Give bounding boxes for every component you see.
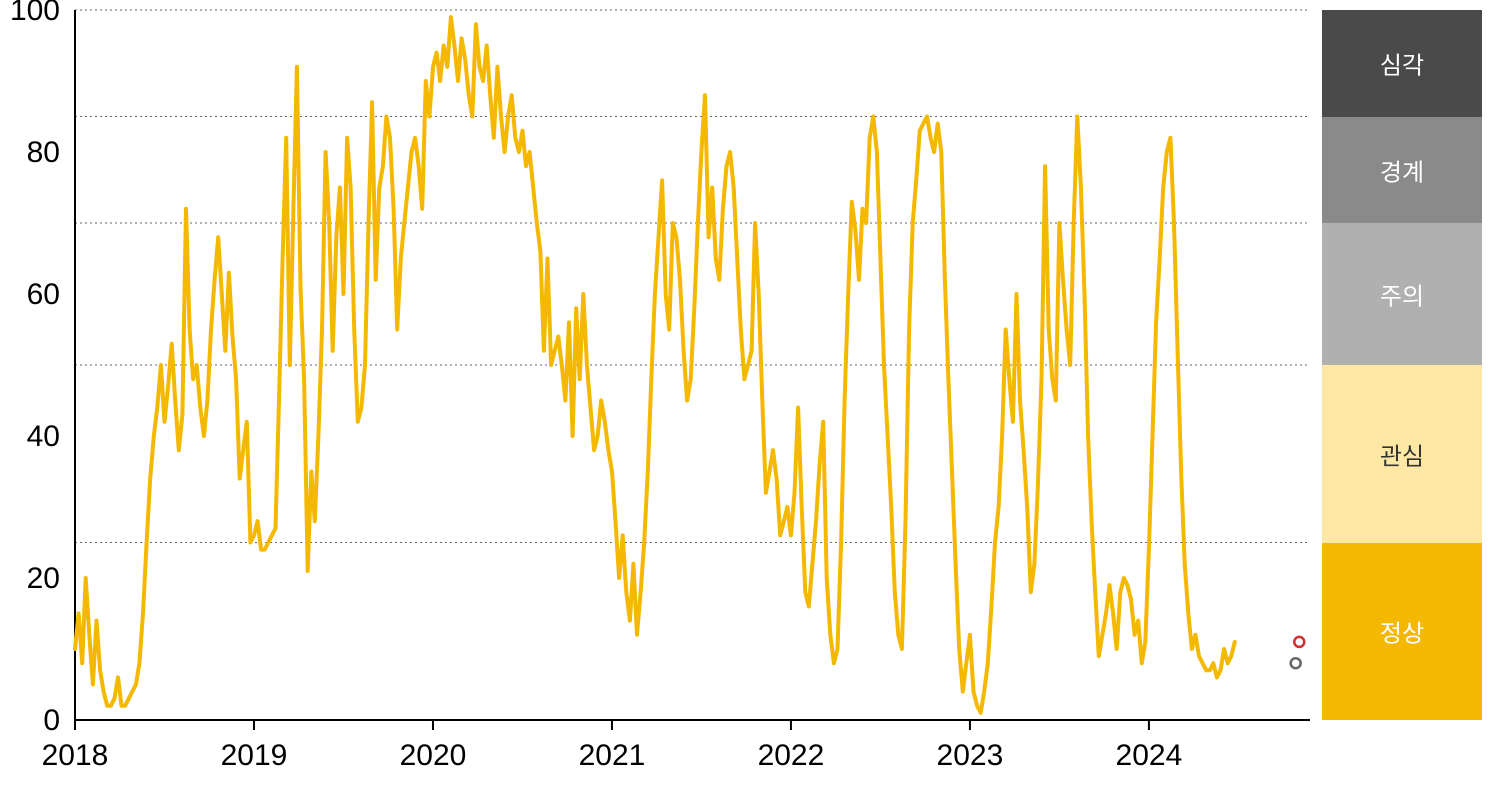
y-tick-label: 80: [27, 136, 60, 169]
legend-band: 정상: [1322, 543, 1482, 721]
y-tick-label: 60: [27, 278, 60, 311]
legend-band: 주의: [1322, 223, 1482, 365]
legend-label: 정상: [1322, 614, 1482, 649]
y-tick-label: 20: [27, 562, 60, 595]
legend-label: 관심: [1322, 436, 1482, 471]
x-tick-label: 2023: [937, 739, 1004, 772]
x-tick-label: 2020: [400, 739, 467, 772]
line-chart: 0 20 40 60 80 100 2018 2019 2020 2021 2022 2023 2024: [0, 0, 1489, 795]
x-tick-label: 2019: [221, 739, 288, 772]
y-tick-label: 100: [10, 0, 60, 27]
y-tick-label: 0: [43, 704, 60, 737]
y-tick-label: 40: [27, 420, 60, 453]
legend-band: 경계: [1322, 117, 1482, 224]
x-tick-label: 2018: [42, 739, 109, 772]
x-tick-label: 2021: [579, 739, 646, 772]
legend-band: 심각: [1322, 10, 1482, 117]
legend-label: 심각: [1322, 46, 1482, 81]
end-marker: [1294, 637, 1304, 647]
legend-label: 주의: [1322, 277, 1482, 312]
legend-band: 관심: [1322, 365, 1482, 543]
chart-container: 0 20 40 60 80 100 2018 2019 2020 2021 2022 2023 2024…: [0, 0, 1489, 795]
legend-label: 경계: [1322, 152, 1482, 187]
x-tick-label: 2022: [758, 739, 825, 772]
end-marker: [1291, 658, 1301, 668]
x-tick-label: 2024: [1116, 739, 1183, 772]
